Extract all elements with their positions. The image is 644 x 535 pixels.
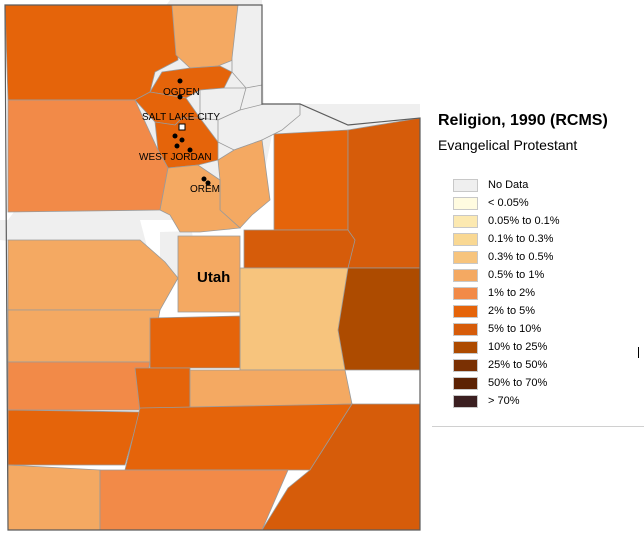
county-iron[interactable] xyxy=(7,409,141,466)
legend-label: No Data xyxy=(488,179,529,191)
county-cache[interactable] xyxy=(171,4,239,69)
legend-label: 25% to 50% xyxy=(488,359,548,371)
county-weber[interactable] xyxy=(149,65,233,99)
state-label: Utah xyxy=(197,269,230,286)
city-label-ogden: OGDEN xyxy=(163,87,200,98)
legend-label: 10% to 25% xyxy=(488,341,548,353)
legend-swatch xyxy=(453,286,478,300)
city-label-salt-lake-city: SALT LAKE CITY xyxy=(142,112,220,123)
legend-list: No Data < 0.05% 0.05% to 0.1% 0.1% to 0.… xyxy=(453,176,560,410)
legend-item: 0.1% to 0.3% xyxy=(453,230,560,248)
legend-item: 0.5% to 1% xyxy=(453,266,560,284)
county-grand[interactable] xyxy=(337,267,421,371)
legend-item: < 0.05% xyxy=(453,194,560,212)
utah-state-outline xyxy=(4,4,421,531)
city-dot-ogden xyxy=(177,78,183,84)
county-daggett[interactable] xyxy=(273,129,349,231)
capital-marker-salt-lake-city xyxy=(178,123,186,131)
legend-label: < 0.05% xyxy=(488,197,529,209)
legend-item: > 70% xyxy=(453,392,560,410)
county-beaver[interactable] xyxy=(7,361,151,411)
legend-item: 0.05% to 0.1% xyxy=(453,212,560,230)
legend-item: 10% to 25% xyxy=(453,338,560,356)
legend-swatch xyxy=(453,250,478,264)
legend-item: 2% to 5% xyxy=(453,302,560,320)
legend-swatch xyxy=(453,214,478,228)
legend-swatch xyxy=(453,178,478,192)
legend-label: > 70% xyxy=(488,395,520,407)
city-dot-3 xyxy=(187,147,193,153)
legend-swatch xyxy=(453,304,478,318)
legend-label: 0.1% to 0.3% xyxy=(488,233,554,245)
county-washington[interactable] xyxy=(7,464,101,531)
city-dot-2 xyxy=(179,137,185,143)
legend-swatch xyxy=(453,340,478,354)
legend-title: Religion, 1990 (RCMS) xyxy=(438,112,608,129)
legend-item: 0.3% to 0.5% xyxy=(453,248,560,266)
county-duchesne[interactable] xyxy=(243,229,356,269)
legend-label: 5% to 10% xyxy=(488,323,542,335)
legend-swatch xyxy=(453,322,478,336)
county-uintah[interactable] xyxy=(347,117,421,269)
county-sevier[interactable] xyxy=(149,315,241,369)
city-dot-1 xyxy=(172,133,178,139)
city-dot-orem xyxy=(201,176,207,182)
legend-label: 0.05% to 0.1% xyxy=(488,215,560,227)
legend-swatch xyxy=(453,268,478,282)
legend-swatch xyxy=(453,358,478,372)
legend-label: 2% to 5% xyxy=(488,305,536,317)
legend-swatch xyxy=(453,376,478,390)
legend-swatch xyxy=(453,394,478,408)
legend-label: 50% to 70% xyxy=(488,377,548,389)
city-label-orem: OREM xyxy=(190,184,220,195)
legend-label: 1% to 2% xyxy=(488,287,536,299)
legend-item: 1% to 2% xyxy=(453,284,560,302)
city-label-west-jordan: WEST JORDAN xyxy=(139,152,212,163)
legend-item: No Data xyxy=(453,176,560,194)
map-legend: Religion, 1990 (RCMS) Evangelical Protes… xyxy=(432,106,644,427)
city-dot-ogden-2 xyxy=(177,94,183,100)
city-dot-west-jordan xyxy=(174,143,180,149)
legend-label: 0.3% to 0.5% xyxy=(488,251,554,263)
legend-subtitle: Evangelical Protestant xyxy=(438,137,578,153)
legend-item: 50% to 70% xyxy=(453,374,560,392)
legend-item: 5% to 10% xyxy=(453,320,560,338)
county-summit[interactable] xyxy=(217,103,301,151)
legend-swatch xyxy=(453,196,478,210)
legend-label: 0.5% to 1% xyxy=(488,269,545,281)
county-kane[interactable] xyxy=(99,469,289,531)
county-millard[interactable] xyxy=(7,309,161,363)
city-dot-orem-2 xyxy=(205,180,211,186)
county-piute[interactable] xyxy=(134,367,191,413)
county-utah[interactable] xyxy=(159,164,241,233)
county-wayne[interactable] xyxy=(189,369,353,409)
county-juab[interactable] xyxy=(7,239,179,311)
edge-tick-mark xyxy=(638,347,639,358)
legend-item: 25% to 50% xyxy=(453,356,560,374)
legend-swatch xyxy=(453,232,478,246)
county-rich[interactable] xyxy=(231,4,263,89)
county-emery[interactable] xyxy=(239,267,349,371)
